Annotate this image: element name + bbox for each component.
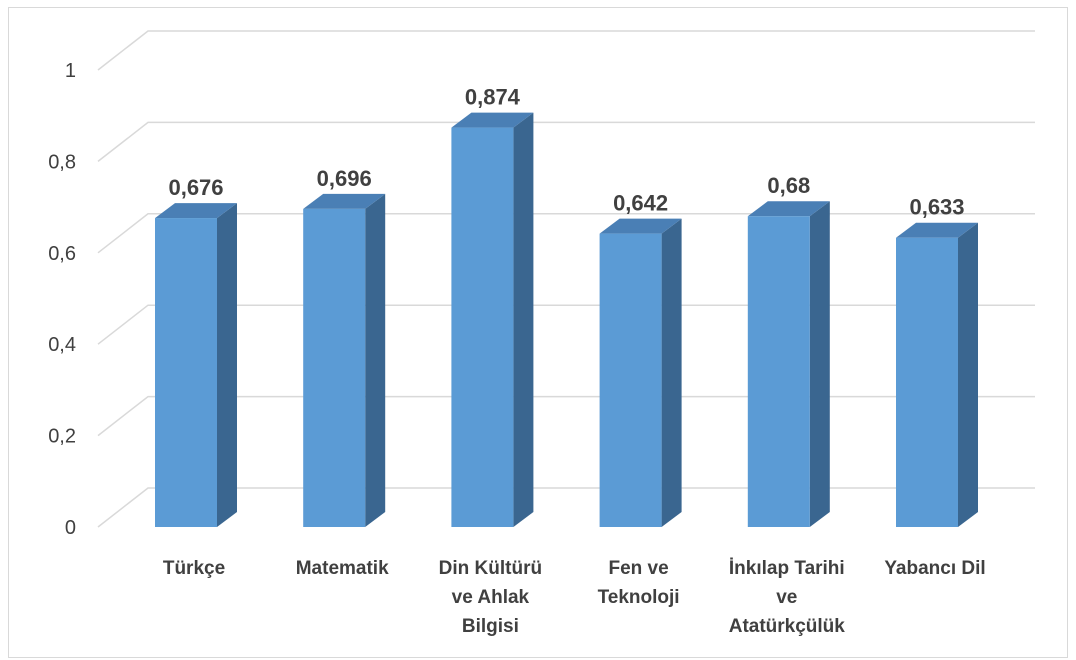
data-label: 0,642	[613, 191, 668, 216]
x-tick-line: ve Ahlak	[452, 587, 530, 608]
x-axis-ticks: Türkçe Matematik Din Kültürü ve Ahlak Bilgis…	[163, 558, 986, 637]
x-tick-line: Teknoloji	[598, 587, 680, 608]
bar	[155, 203, 237, 527]
bar-top	[155, 203, 237, 219]
bar	[451, 112, 534, 527]
gridline	[97, 304, 1035, 345]
bar-front	[747, 216, 810, 528]
y-axis-ticks: 0 0,2 0,4 0,6 0,8 1	[48, 60, 76, 539]
x-tick-line: Türkçe	[163, 558, 225, 579]
gridline	[97, 213, 1035, 254]
x-tick-line: Atatürkçülük	[729, 616, 846, 637]
data-label: 0,696	[317, 166, 372, 191]
x-tick-label: İnkılap Tarihi ve Atatürkçülük	[729, 558, 846, 637]
bar-top	[303, 193, 386, 209]
data-label: 0,68	[767, 173, 810, 198]
x-tick-label: Matematik	[296, 558, 389, 579]
y-tick-label: 0,6	[48, 243, 76, 265]
x-tick-label: Türkçe	[163, 558, 225, 579]
gridline	[97, 395, 1035, 437]
data-label: 0,874	[465, 85, 521, 110]
bar-front	[896, 237, 958, 527]
y-tick-label: 0,2	[48, 426, 76, 448]
bar-side	[661, 218, 682, 527]
bar-side	[513, 112, 534, 527]
x-tick-line: Matematik	[296, 558, 389, 579]
y-tick-label: 0	[65, 517, 76, 539]
bar-top	[896, 222, 978, 238]
x-tick-label: Din Kültürü ve Ahlak Bilgisi	[439, 558, 542, 637]
bar-top	[451, 112, 534, 128]
bar	[303, 193, 386, 528]
bar-front	[303, 208, 366, 528]
data-label: 0,676	[168, 175, 223, 200]
y-tick-label: 1	[65, 60, 76, 82]
bar-side	[958, 222, 978, 527]
bar	[747, 201, 830, 528]
data-label: 0,633	[909, 195, 964, 220]
bars	[155, 112, 978, 528]
x-tick-line: Bilgisi	[462, 616, 519, 637]
bar-front	[155, 218, 217, 527]
gridline	[97, 487, 1035, 528]
x-tick-label: Yabancı Dil	[884, 558, 985, 579]
gridline	[97, 30, 1035, 71]
x-tick-line: Fen ve	[608, 558, 668, 579]
bar	[599, 218, 682, 527]
x-tick-line: İnkılap Tarihi	[729, 558, 845, 579]
bar	[896, 222, 978, 527]
bar-side	[809, 201, 830, 528]
bar-top	[747, 201, 830, 217]
bar-top	[599, 218, 682, 234]
data-labels: 0,676 0,696 0,874 0,642 0,68 0,633	[168, 85, 964, 220]
x-tick-line: Din Kültürü	[439, 558, 542, 579]
bar-front	[599, 233, 662, 527]
x-tick-label: Fen ve Teknoloji	[598, 558, 680, 608]
gridlines	[97, 30, 1035, 528]
x-tick-line: Yabancı Dil	[884, 558, 985, 579]
x-tick-line: ve	[776, 587, 797, 608]
y-tick-label: 0,4	[48, 334, 76, 356]
y-tick-label: 0,8	[48, 151, 76, 173]
bar-front	[451, 127, 514, 527]
gridline	[97, 121, 1035, 162]
bar-side	[365, 193, 386, 528]
bar-side	[217, 203, 237, 527]
